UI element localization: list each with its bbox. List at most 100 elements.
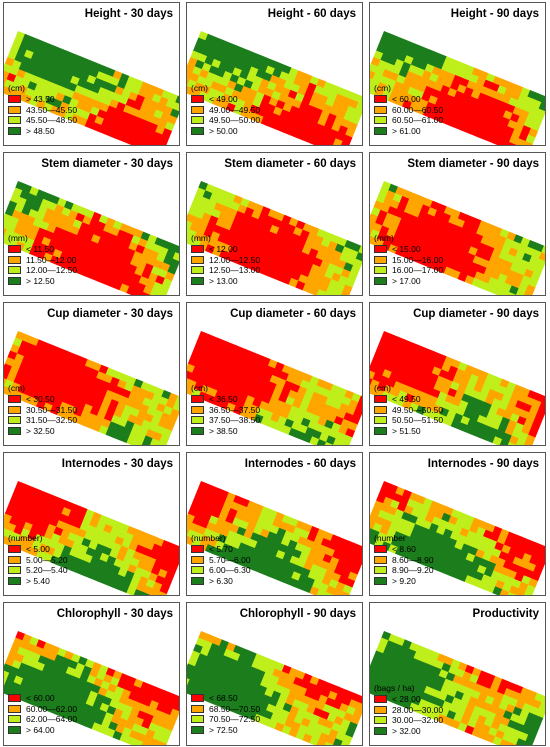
map-cell [103, 112, 114, 122]
map-cell [145, 278, 156, 289]
map-cell [312, 129, 323, 140]
map-cell [393, 81, 404, 91]
map-cell [243, 79, 254, 90]
map-cell [507, 419, 518, 430]
map-cell [35, 361, 46, 372]
map-cell [161, 690, 172, 700]
map-cell [175, 95, 179, 106]
legend-label: 8.60—8.90 [392, 554, 434, 565]
map-cell [491, 248, 502, 258]
map-cell [299, 551, 310, 562]
map-cell [320, 388, 331, 398]
map-cell [271, 390, 282, 401]
map-cell [212, 486, 223, 497]
map-cell [131, 573, 142, 584]
map-cell [516, 265, 527, 276]
map-cell [167, 415, 178, 425]
map-cell [413, 201, 424, 212]
map-cell [69, 675, 80, 686]
map-cell [252, 698, 263, 708]
map-cell [434, 659, 445, 670]
map-cell [119, 433, 130, 444]
map-cell [286, 262, 297, 272]
legend-item: > 32.00 [374, 726, 443, 737]
map-cell [394, 58, 405, 69]
map-cell [195, 337, 206, 348]
map-cell [485, 523, 496, 533]
map-cell [96, 371, 107, 381]
map-cell [520, 237, 531, 247]
map-cell [152, 731, 163, 742]
map-cell [157, 268, 168, 279]
map-panel: Stem diameter - 30 days (mm) < 11.50 11.50—… [3, 152, 180, 296]
map-cell [122, 427, 133, 437]
map-cell [139, 703, 150, 714]
map-cell [386, 378, 397, 389]
map-cell [36, 489, 47, 500]
map-cell [187, 369, 193, 380]
map-cell [515, 250, 526, 260]
map-cell [204, 506, 215, 516]
map-cell [336, 409, 347, 420]
map-cell [216, 495, 227, 506]
map-cell [239, 670, 250, 680]
map-cell [329, 406, 340, 417]
map-cell [228, 696, 239, 706]
map-cell [280, 536, 291, 547]
map-cell [427, 657, 438, 667]
map-cell [101, 268, 112, 279]
map-cell [288, 67, 299, 78]
map-cell [437, 241, 448, 252]
map-cell [493, 564, 504, 574]
map-cell [144, 540, 155, 551]
map-cell [158, 396, 169, 407]
map-cell [350, 565, 361, 575]
map-cell [56, 47, 67, 58]
map-cell [49, 405, 60, 416]
legend-item: 12.50—13.00 [191, 265, 260, 276]
map-cell [40, 648, 51, 659]
map-cell [462, 221, 473, 231]
map-cell [457, 722, 468, 732]
map-cell [478, 580, 489, 591]
map-cell [62, 95, 73, 105]
map-cell [440, 385, 451, 395]
map-cell [351, 692, 362, 703]
map-cell [450, 419, 461, 430]
legend-unit: (cm) [374, 383, 391, 393]
map-cell [232, 405, 243, 416]
map-cell [193, 343, 203, 354]
map-cell [279, 671, 290, 681]
map-cell [258, 362, 269, 373]
map-cell [64, 538, 75, 549]
map-cell [187, 676, 190, 687]
map-cell [274, 122, 285, 132]
map-cell [119, 73, 130, 83]
map-cell [65, 666, 76, 677]
map-cell [39, 371, 50, 381]
map-cell [163, 105, 173, 116]
map-cell [6, 222, 17, 233]
map-cell [94, 565, 105, 576]
map-cell [489, 532, 500, 543]
legend-label: > 51.50 [392, 425, 421, 436]
map-cell [370, 219, 376, 230]
map-cell [152, 281, 163, 292]
map-cell [288, 127, 299, 138]
map-cell [372, 522, 383, 533]
map-cell [496, 685, 507, 695]
map-cell [436, 503, 447, 514]
map-cell [464, 64, 475, 75]
map-cell [4, 229, 14, 239]
map-cell [238, 242, 249, 253]
map-cell [112, 370, 123, 381]
map-cell [109, 399, 120, 409]
map-cell [50, 83, 61, 93]
map-cell [350, 265, 361, 275]
map-cell [370, 226, 373, 237]
map-cell [307, 570, 318, 581]
map-cell [482, 79, 493, 90]
map-cell [301, 245, 312, 256]
map-cell [258, 662, 269, 673]
legend-item: > 64.00 [8, 725, 77, 736]
